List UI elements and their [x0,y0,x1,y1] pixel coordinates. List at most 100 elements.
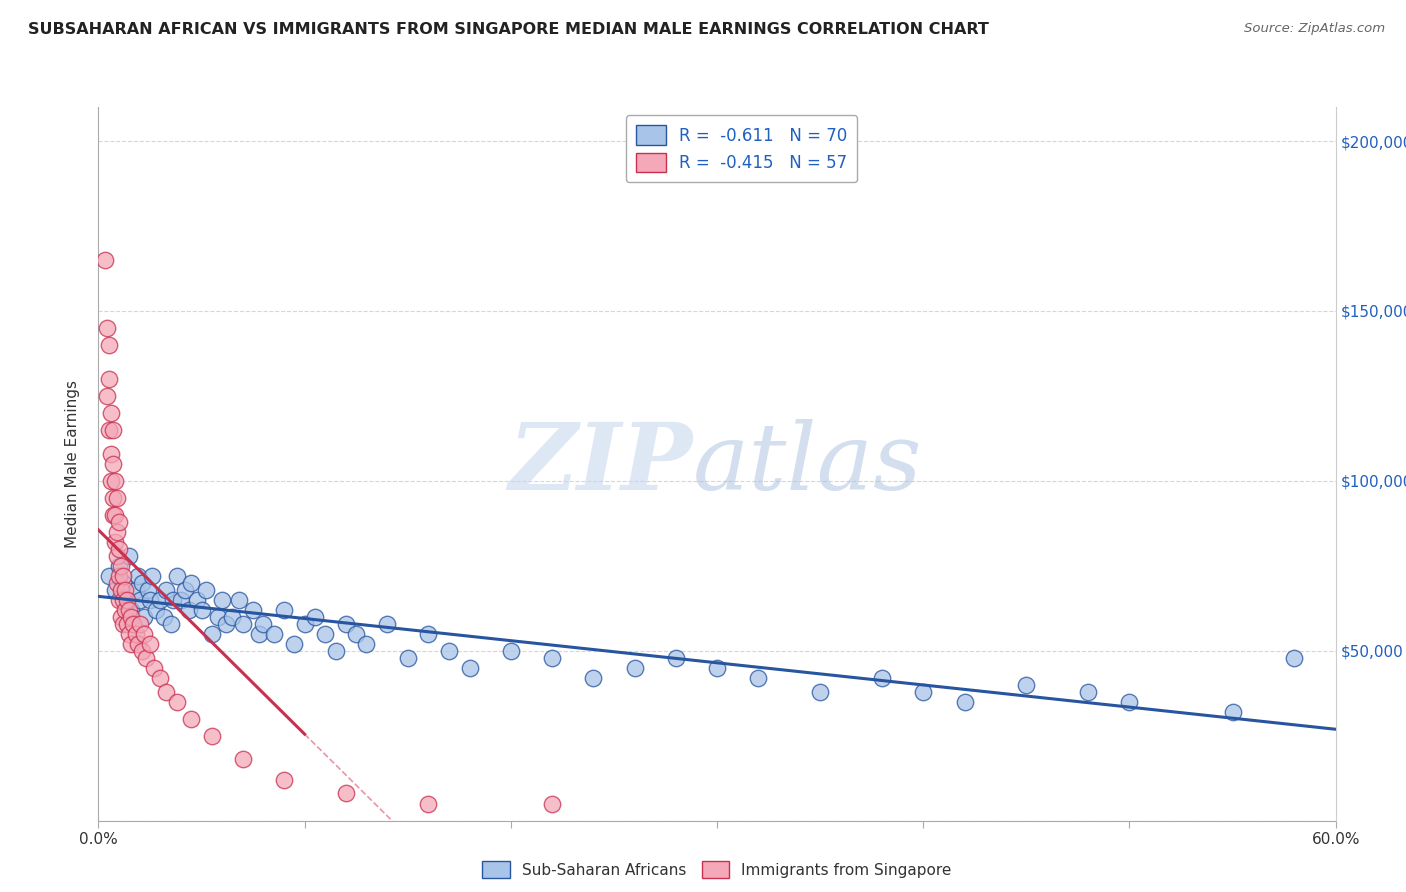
Point [747,671,769,685]
Point [100,474,122,488]
Point [110,582,132,597]
Point [283,637,305,651]
Point [232,752,254,766]
Point [124,626,146,640]
Point [100,406,122,420]
Text: SUBSAHARAN AFRICAN VS IMMIGRANTS FROM SINGAPORE MEDIAN MALE EARNINGS CORRELATION: SUBSAHARAN AFRICAN VS IMMIGRANTS FROM SI… [28,22,988,37]
Point [117,616,139,631]
Point [180,712,202,726]
Y-axis label: Median Male Earnings: Median Male Earnings [65,380,80,548]
Point [104,582,127,597]
Point [215,616,238,631]
Point [211,592,233,607]
Point [112,592,135,607]
Point [201,729,224,743]
Point [101,508,124,522]
Point [228,592,250,607]
Point [114,582,136,597]
Point [117,592,139,607]
Point [143,661,166,675]
Point [131,575,153,590]
Text: Source: ZipAtlas.com: Source: ZipAtlas.com [1244,22,1385,36]
Point [273,603,295,617]
Legend: Sub-Saharan Africans, Immigrants from Singapore: Sub-Saharan Africans, Immigrants from Si… [477,855,957,884]
Point [396,650,419,665]
Point [135,650,157,665]
Point [335,616,357,631]
Point [118,626,141,640]
Point [149,592,172,607]
Point [118,549,141,563]
Point [128,616,150,631]
Point [190,603,212,617]
Point [953,695,976,709]
Point [139,592,162,607]
Point [104,474,127,488]
Point [132,609,155,624]
Point [97,338,120,352]
Point [153,609,176,624]
Point [139,637,162,651]
Point [120,603,142,617]
Point [127,637,149,651]
Point [108,569,131,583]
Point [112,575,135,590]
Point [1015,678,1038,692]
Point [375,616,398,631]
Point [186,592,208,607]
Point [166,569,188,583]
Point [1284,650,1306,665]
Point [96,389,118,403]
Point [120,609,142,624]
Point [108,592,131,607]
Point [101,423,124,437]
Point [159,616,181,631]
Point [458,661,481,675]
Point [114,603,136,617]
Point [117,592,139,607]
Point [273,772,295,787]
Point [304,609,326,624]
Point [96,321,118,335]
Point [325,644,347,658]
Point [294,616,316,631]
Point [105,575,128,590]
Point [97,423,120,437]
Point [108,541,131,556]
Point [93,252,115,267]
Point [335,787,357,801]
Point [499,644,522,658]
Point [105,524,128,539]
Text: atlas: atlas [692,419,922,508]
Point [912,684,935,698]
Point [120,637,142,651]
Point [131,644,153,658]
Point [232,616,254,631]
Point [174,582,197,597]
Point [141,569,163,583]
Point [155,684,177,698]
Point [145,603,167,617]
Point [180,575,202,590]
Point [136,582,159,597]
Point [263,626,285,640]
Point [97,569,120,583]
Point [149,671,172,685]
Point [112,569,135,583]
Point [166,695,188,709]
Point [665,650,688,665]
Point [105,491,128,505]
Point [808,684,831,698]
Point [221,609,243,624]
Point [101,491,124,505]
Point [108,515,131,529]
Point [418,626,440,640]
Point [706,661,728,675]
Point [108,558,131,573]
Point [314,626,336,640]
Point [582,671,605,685]
Point [1222,705,1244,719]
Point [127,569,149,583]
Point [162,592,184,607]
Point [122,616,145,631]
